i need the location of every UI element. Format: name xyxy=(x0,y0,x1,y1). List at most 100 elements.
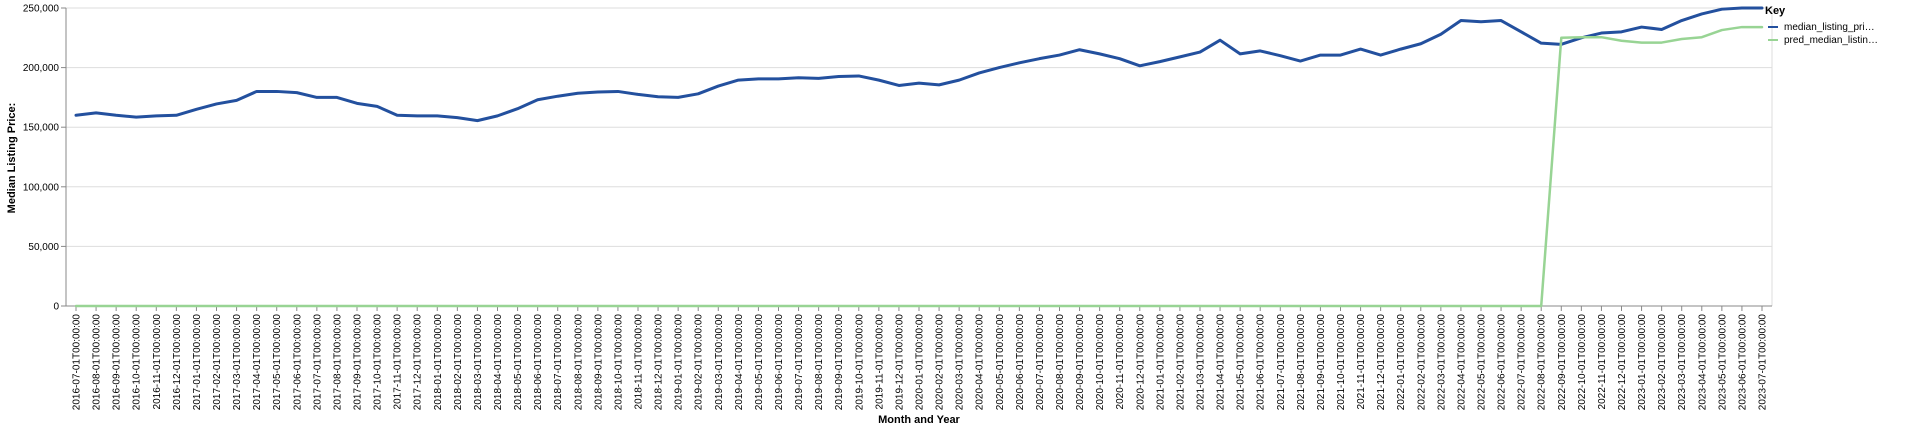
y-tick-label: 250,000 xyxy=(23,4,60,15)
x-tick-label: 2017-11-01T00:00:00 xyxy=(393,314,404,410)
x-tick-label: 2017-08-01T00:00:00 xyxy=(332,314,343,411)
x-tick-label: 2019-04-01T00:00:00 xyxy=(734,314,745,411)
x-tick-label: 2017-01-01T00:00:00 xyxy=(192,314,203,411)
x-tick-label: 2019-10-01T00:00:00 xyxy=(854,314,865,411)
y-tick-label: 200,000 xyxy=(23,63,60,74)
series-line-2 xyxy=(74,25,1764,308)
x-tick-label: 2020-06-01T00:00:00 xyxy=(1015,314,1026,411)
x-tick-label: 2018-02-01T00:00:00 xyxy=(453,314,464,411)
x-tick-label: 2022-09-01T00:00:00 xyxy=(1557,314,1568,411)
x-tick-label: 2017-07-01T00:00:00 xyxy=(312,314,323,411)
x-tick-label: 2022-08-01T00:00:00 xyxy=(1537,314,1548,411)
x-tick-label: 2019-11-01T00:00:00 xyxy=(874,314,885,410)
x-axis-title: Month and Year xyxy=(878,414,960,426)
x-tick-label: 2019-06-01T00:00:00 xyxy=(774,314,785,411)
x-tick-label: 2018-01-01T00:00:00 xyxy=(433,314,444,411)
x-tick-label: 2019-01-01T00:00:00 xyxy=(674,314,685,411)
x-tick-label: 2018-09-01T00:00:00 xyxy=(593,314,604,411)
x-tick-label: 2021-11-01T00:00:00 xyxy=(1356,314,1367,410)
x-tick-label: 2016-10-01T00:00:00 xyxy=(132,314,143,411)
x-tick-label: 2020-08-01T00:00:00 xyxy=(1055,314,1066,411)
x-tick-label: 2018-03-01T00:00:00 xyxy=(473,314,484,411)
x-tick-label: 2020-10-01T00:00:00 xyxy=(1095,314,1106,411)
x-tick-label: 2018-07-01T00:00:00 xyxy=(553,314,564,411)
x-tick-label: 2019-12-01T00:00:00 xyxy=(894,314,905,411)
x-tick-label: 2021-12-01T00:00:00 xyxy=(1376,314,1387,411)
x-tick-label: 2020-05-01T00:00:00 xyxy=(995,314,1006,411)
x-tick-label: 2017-02-01T00:00:00 xyxy=(212,314,223,411)
x-tick-label: 2020-11-01T00:00:00 xyxy=(1115,314,1126,410)
legend-title: Key xyxy=(1765,5,1786,17)
x-tick-label: 2022-11-01T00:00:00 xyxy=(1597,314,1608,410)
x-tick-label: 2018-04-01T00:00:00 xyxy=(493,314,504,411)
x-tick-label: 2016-11-01T00:00:00 xyxy=(152,314,163,410)
x-tick-label: 2023-03-01T00:00:00 xyxy=(1677,314,1688,411)
legend-label: median_listing_pri… xyxy=(1784,22,1875,33)
x-tick-label: 2022-07-01T00:00:00 xyxy=(1517,314,1528,411)
legend: Key median_listing_pri… pred_median_listi… xyxy=(1765,5,1878,46)
series-lines xyxy=(74,6,1764,308)
x-tick-label: 2023-05-01T00:00:00 xyxy=(1717,314,1728,411)
y-axis-title: Median Listing Price: xyxy=(6,103,18,214)
legend-entries: median_listing_pri… pred_median_listin… xyxy=(1768,22,1878,46)
x-tick-label: 2016-09-01T00:00:00 xyxy=(112,314,123,411)
x-tick-label: 2021-08-01T00:00:00 xyxy=(1296,314,1307,411)
x-tick-label: 2016-08-01T00:00:00 xyxy=(92,314,103,411)
x-tick-label: 2016-12-01T00:00:00 xyxy=(172,314,183,411)
x-tick-label: 2022-06-01T00:00:00 xyxy=(1497,314,1508,411)
x-tick-label: 2018-12-01T00:00:00 xyxy=(654,314,665,411)
gridlines xyxy=(66,7,1773,306)
x-tick-label: 2022-04-01T00:00:00 xyxy=(1456,314,1467,411)
x-tick-label: 2021-03-01T00:00:00 xyxy=(1196,314,1207,411)
x-tick-label: 2021-02-01T00:00:00 xyxy=(1175,314,1186,411)
x-tick-label: 2023-07-01T00:00:00 xyxy=(1758,314,1769,411)
y-tick-label: 100,000 xyxy=(23,182,60,193)
x-tick-label: 2018-10-01T00:00:00 xyxy=(613,314,624,411)
x-tick-label: 2022-01-01T00:00:00 xyxy=(1396,314,1407,411)
x-tick-label: 2018-05-01T00:00:00 xyxy=(513,314,524,411)
x-tick-label: 2019-08-01T00:00:00 xyxy=(814,314,825,411)
x-tick-label: 2016-07-01T00:00:00 xyxy=(72,314,83,411)
x-tick-label: 2023-06-01T00:00:00 xyxy=(1737,314,1748,411)
x-tick-label: 2019-07-01T00:00:00 xyxy=(794,314,805,411)
x-tick-label: 2021-06-01T00:00:00 xyxy=(1256,314,1267,411)
x-tick-label: 2020-02-01T00:00:00 xyxy=(935,314,946,411)
x-tick-label: 2017-05-01T00:00:00 xyxy=(272,314,283,411)
x-tick-label: 2017-09-01T00:00:00 xyxy=(353,314,364,411)
x-tick-label: 2018-06-01T00:00:00 xyxy=(533,314,544,411)
x-tick-label: 2017-12-01T00:00:00 xyxy=(413,314,424,411)
x-tick-label: 2020-01-01T00:00:00 xyxy=(915,314,926,411)
x-tick-label: 2020-04-01T00:00:00 xyxy=(975,314,986,411)
x-tick-label: 2023-02-01T00:00:00 xyxy=(1657,314,1668,411)
x-tick-label: 2019-03-01T00:00:00 xyxy=(714,314,725,411)
x-tick-label: 2022-03-01T00:00:00 xyxy=(1436,314,1447,411)
x-tick-label: 2020-12-01T00:00:00 xyxy=(1135,314,1146,411)
x-tick-label: 2019-02-01T00:00:00 xyxy=(694,314,705,411)
x-tick-label: 2021-09-01T00:00:00 xyxy=(1316,314,1327,411)
x-tick-label: 2018-08-01T00:00:00 xyxy=(573,314,584,411)
x-tick-label: 2018-11-01T00:00:00 xyxy=(634,314,645,410)
x-tick-label: 2017-10-01T00:00:00 xyxy=(373,314,384,411)
x-tick-label: 2023-04-01T00:00:00 xyxy=(1697,314,1708,411)
x-tick-label: 2022-10-01T00:00:00 xyxy=(1577,314,1588,411)
x-tick-label: 2021-04-01T00:00:00 xyxy=(1216,314,1227,411)
series-line-1 xyxy=(74,6,1764,123)
x-tick-label: 2022-05-01T00:00:00 xyxy=(1477,314,1488,411)
x-tick-label: 2022-02-01T00:00:00 xyxy=(1416,314,1427,411)
x-tick-label: 2022-12-01T00:00:00 xyxy=(1617,314,1628,411)
x-tick-label: 2021-07-01T00:00:00 xyxy=(1276,314,1287,411)
x-tick-label: 2020-07-01T00:00:00 xyxy=(1035,314,1046,411)
axes: 0 50,000 100,000 150,000 200,000 250,000 2016-… xyxy=(23,4,1772,411)
y-tick-label: 50,000 xyxy=(28,242,59,253)
x-tick-label: 2019-09-01T00:00:00 xyxy=(834,314,845,411)
y-tick-label: 0 xyxy=(53,302,59,313)
x-tick-label: 2021-01-01T00:00:00 xyxy=(1155,314,1166,411)
x-tick-label: 2017-06-01T00:00:00 xyxy=(292,314,303,411)
legend-label: pred_median_listin… xyxy=(1784,35,1878,46)
x-tick-label: 2017-04-01T00:00:00 xyxy=(252,314,263,411)
x-tick-label: 2021-05-01T00:00:00 xyxy=(1236,314,1247,411)
x-tick-label: 2017-03-01T00:00:00 xyxy=(232,314,243,411)
x-tick-label: 2019-05-01T00:00:00 xyxy=(754,314,765,411)
